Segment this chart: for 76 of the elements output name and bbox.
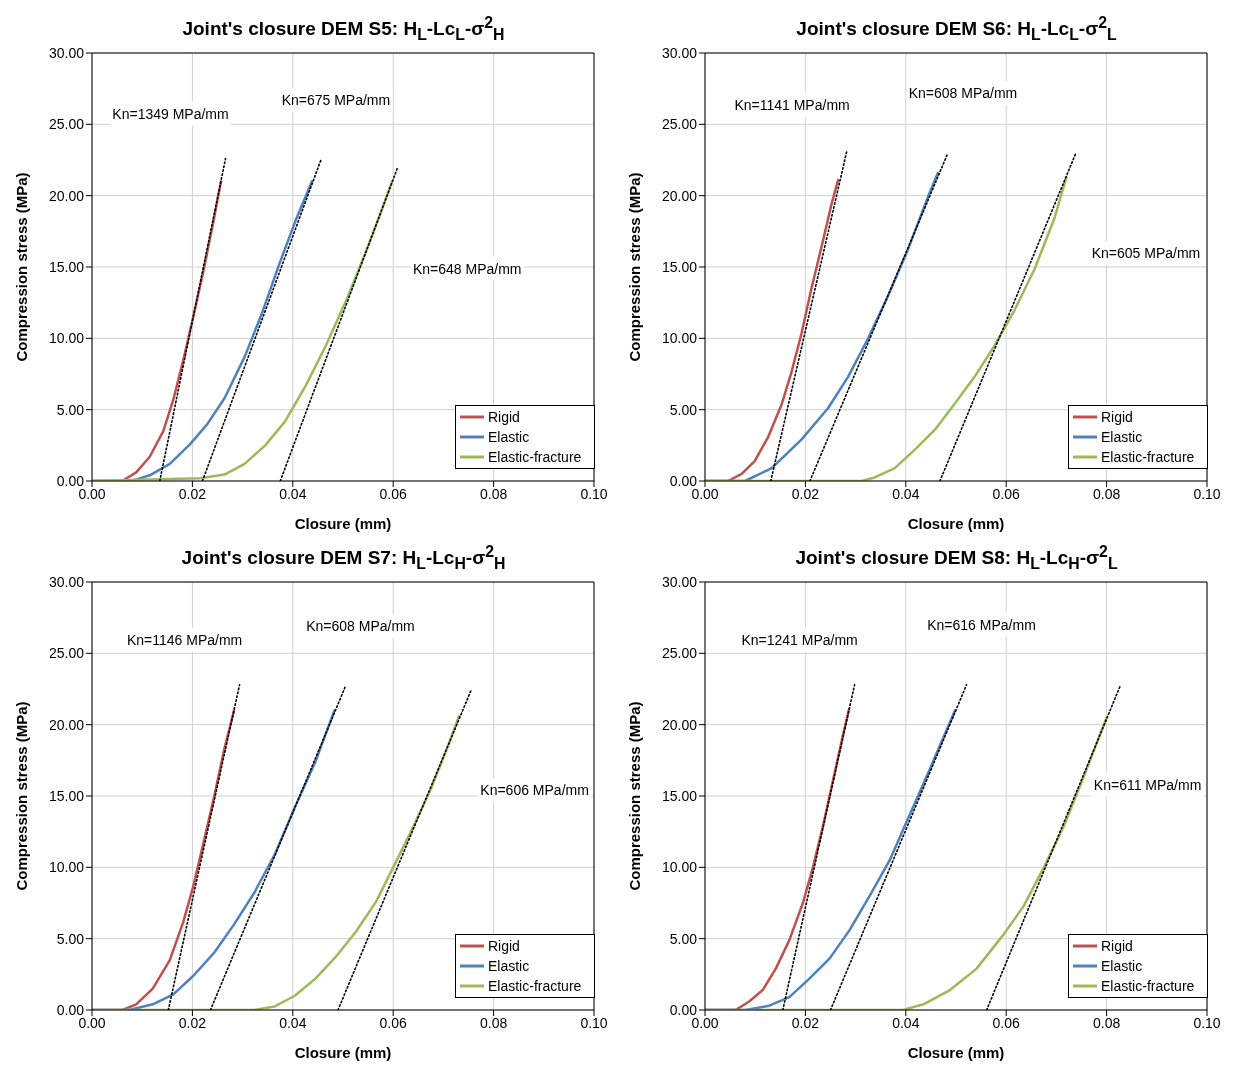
y-tick-label: 5.00 — [669, 930, 698, 947]
legend-label: Rigid — [1101, 408, 1133, 427]
y-tick-label: 30.00 — [48, 44, 85, 61]
y-tick-label: 15.00 — [661, 258, 698, 275]
x-tick-label: 0.10 — [580, 1014, 608, 1031]
x-tick-label: 0.08 — [1092, 485, 1121, 502]
x-axis-title: Closure (mm) — [294, 1044, 392, 1061]
y-tick-label: 20.00 — [48, 187, 85, 204]
y-tick-label: 10.00 — [661, 330, 698, 347]
y-axis-title: Compression stress (MPa) — [13, 172, 31, 362]
annotation: Kn=648 MPa/mm — [412, 260, 522, 277]
legend-label: Elastic-fracture — [1101, 448, 1195, 467]
annotation: Kn=611 MPa/mm — [1093, 776, 1202, 793]
y-tick-label: 25.00 — [48, 645, 85, 662]
y-tick-label: 15.00 — [48, 258, 85, 275]
y-tick-label: 5.00 — [56, 401, 85, 418]
x-tick-label: 0.04 — [892, 1014, 920, 1031]
y-axis-title: Compression stress (MPa) — [626, 172, 644, 362]
x-axis-title: Closure (mm) — [294, 515, 392, 532]
x-tick-label: 0.08 — [479, 485, 508, 502]
x-tick-label: 0.06 — [992, 1014, 1021, 1031]
y-tick-label: 15.00 — [48, 787, 85, 804]
annotation: Kn=675 MPa/mm — [281, 92, 391, 108]
x-axis-title: Closure (mm) — [907, 1044, 1005, 1061]
y-tick-label: 30.00 — [48, 573, 85, 590]
y-tick-label: 20.00 — [661, 187, 698, 204]
annotation: Kn=608 MPa/mm — [908, 84, 1018, 101]
y-tick-label: 15.00 — [661, 787, 698, 804]
x-tick-label: 0.10 — [1193, 1014, 1221, 1031]
x-tick-label: 0.02 — [178, 1014, 207, 1031]
legend-label: Elastic-fracture — [488, 448, 582, 467]
annotation: Kn=1141 MPa/mm — [734, 97, 850, 114]
x-tick-label: 0.04 — [892, 485, 920, 502]
x-tick-label: 0.06 — [992, 485, 1021, 502]
annotation: Kn=1349 MPa/mm — [112, 105, 229, 122]
y-axis-title: Compression stress (MPa) — [13, 701, 31, 891]
legend-label: Elastic — [1101, 957, 1143, 976]
x-tick-label: 0.06 — [379, 485, 408, 502]
x-tick-label: 0.08 — [479, 1014, 508, 1031]
x-tick-label: 0.10 — [1193, 485, 1221, 502]
y-tick-label: 5.00 — [56, 930, 85, 947]
y-tick-label: 10.00 — [48, 859, 85, 876]
x-tick-label: 0.08 — [1092, 1014, 1121, 1031]
legend-label: Rigid — [1101, 937, 1133, 956]
x-tick-label: 0.06 — [379, 1014, 408, 1031]
legend-label: Elastic-fracture — [1101, 977, 1195, 996]
x-axis-title: Closure (mm) — [907, 515, 1005, 532]
y-tick-label: 20.00 — [48, 716, 85, 733]
y-tick-label: 25.00 — [48, 116, 85, 133]
x-tick-label: 0.04 — [279, 485, 307, 502]
y-tick-label: 30.00 — [661, 573, 698, 590]
annotation: Kn=606 MPa/mm — [480, 782, 589, 799]
legend-label: Elastic — [1101, 428, 1143, 447]
annotation: Kn=1241 MPa/mm — [741, 631, 858, 648]
annotation: Kn=616 MPa/mm — [927, 616, 1036, 633]
x-tick-label: 0.04 — [279, 1014, 307, 1031]
y-tick-label: 5.00 — [669, 401, 698, 418]
legend-label: Rigid — [488, 937, 520, 956]
annotation: Kn=1146 MPa/mm — [126, 631, 243, 648]
x-tick-label: 0.10 — [580, 485, 608, 502]
y-axis-title: Compression stress (MPa) — [626, 701, 644, 891]
x-tick-label: 0.02 — [178, 485, 207, 502]
annotation: Kn=605 MPa/mm — [1091, 244, 1201, 261]
legend-label: Elastic-fracture — [488, 977, 582, 996]
y-tick-label: 30.00 — [661, 44, 698, 61]
y-tick-label: 20.00 — [661, 716, 698, 733]
x-tick-label: 0.02 — [791, 485, 820, 502]
y-tick-label: 25.00 — [661, 645, 698, 662]
legend-label: Elastic — [488, 957, 530, 976]
y-tick-label: 10.00 — [661, 859, 698, 876]
y-tick-label: 10.00 — [48, 330, 85, 347]
y-tick-label: 25.00 — [661, 116, 698, 133]
annotation: Kn=608 MPa/mm — [306, 618, 415, 635]
x-tick-label: 0.02 — [791, 1014, 820, 1031]
legend-label: Elastic — [488, 428, 530, 447]
legend-label: Rigid — [488, 408, 520, 427]
